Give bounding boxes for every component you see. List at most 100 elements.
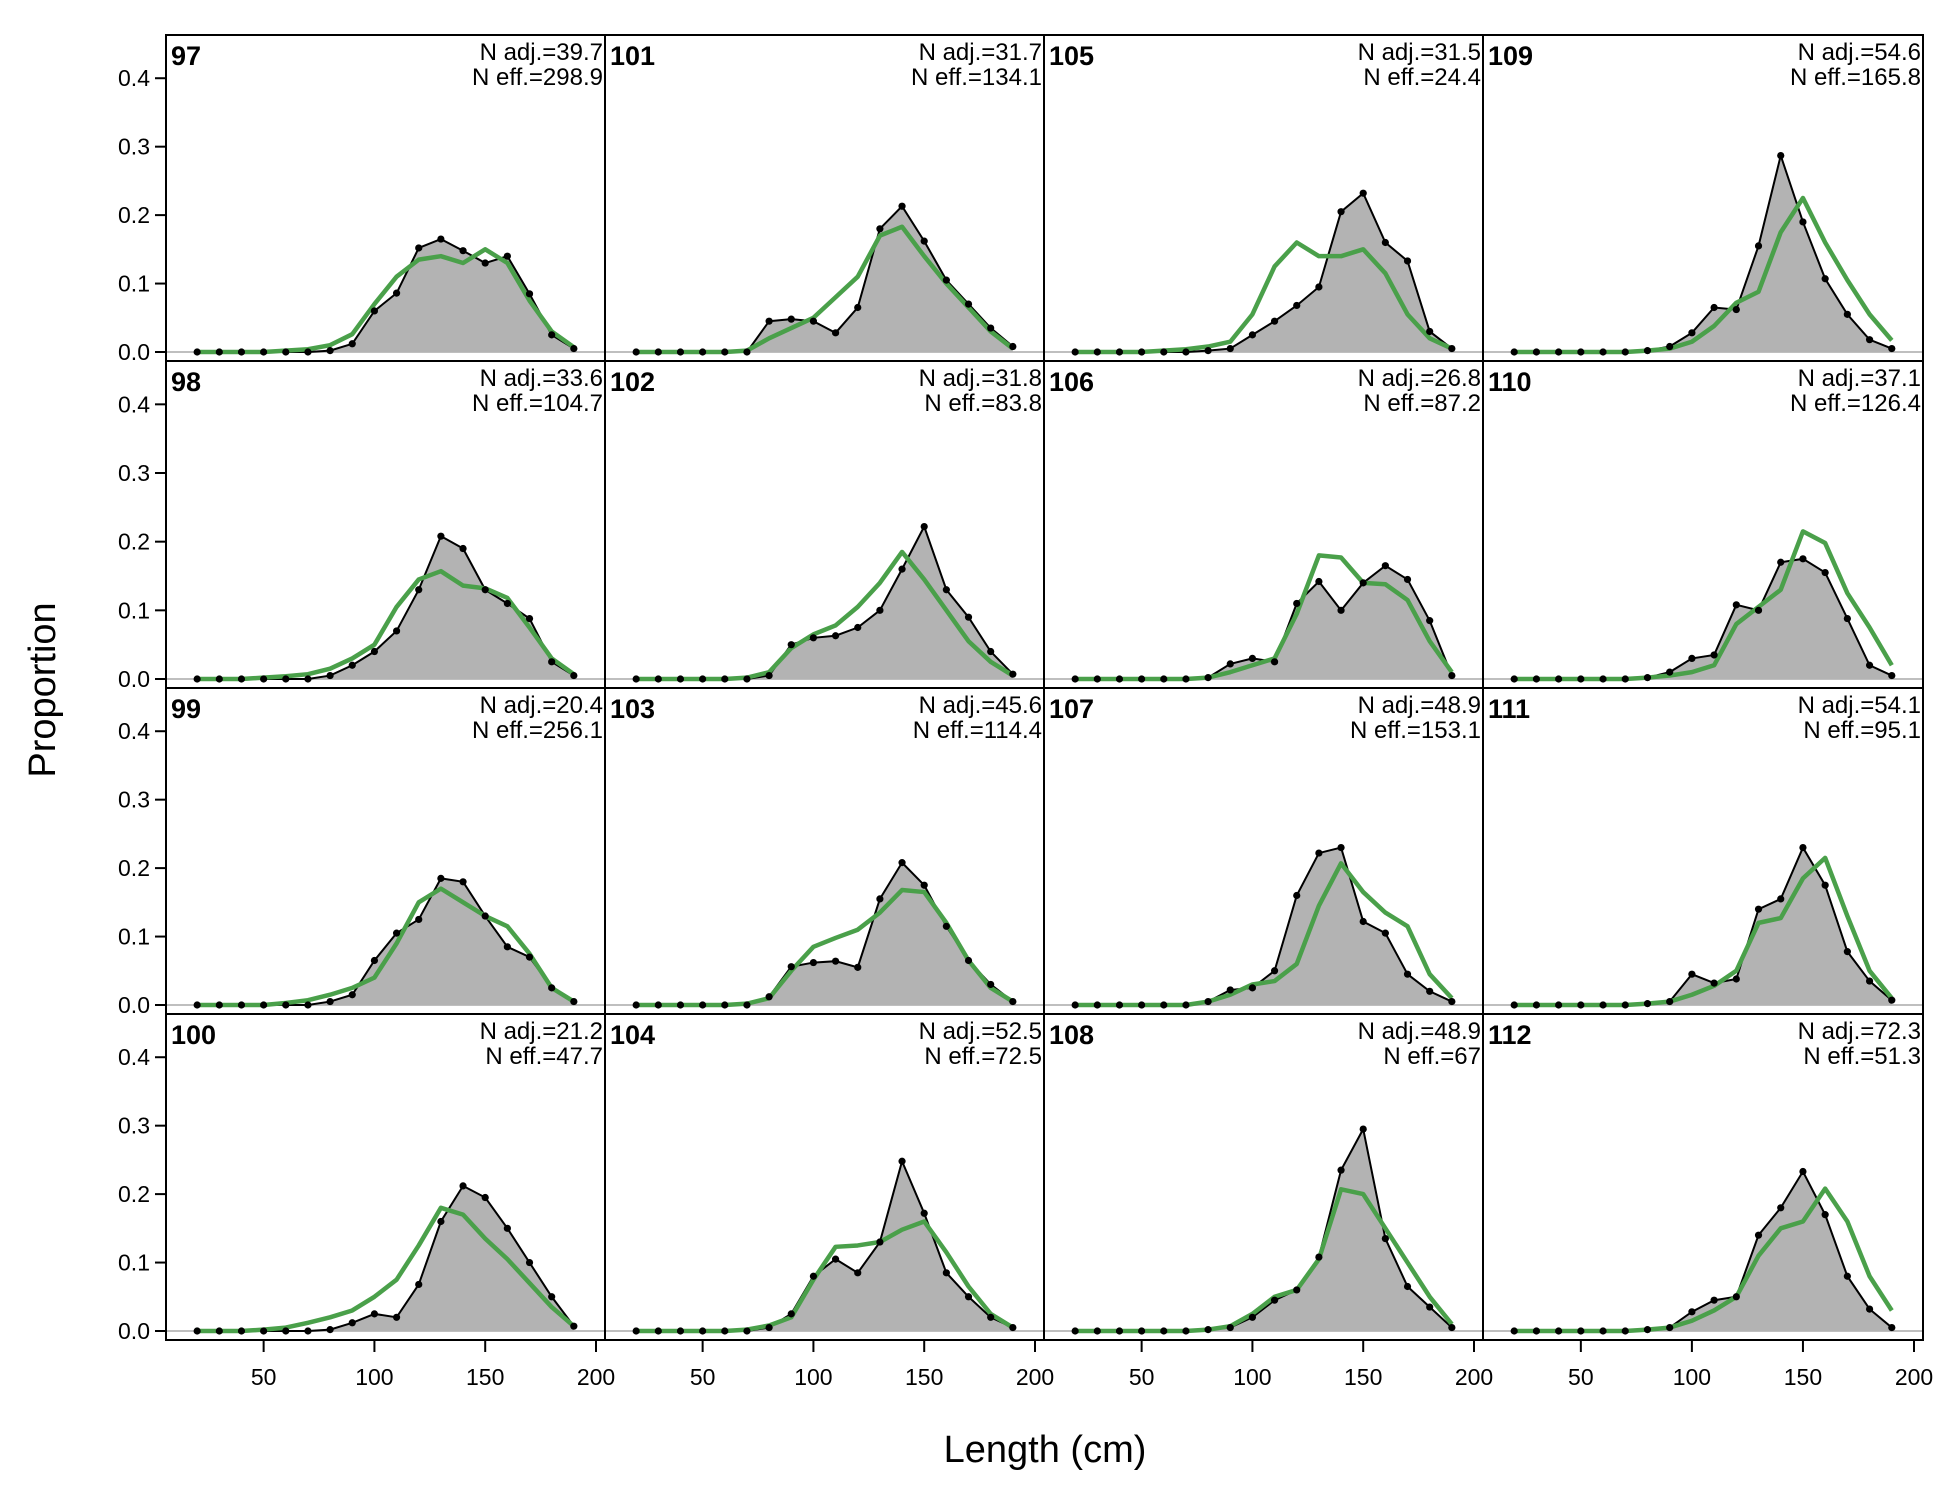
n-adj-label: N adj.=26.8	[1358, 365, 1481, 392]
observed-point	[809, 1272, 818, 1280]
observed-point	[854, 963, 862, 971]
expected-line	[197, 568, 576, 682]
n-adj-label: N adj.=72.3	[1798, 1018, 1921, 1045]
observed-point	[1270, 658, 1279, 666]
observed-point	[503, 943, 511, 951]
n-eff-label: N eff.=165.8	[1790, 64, 1921, 91]
n-eff-label: N eff.=24.4	[1363, 64, 1481, 91]
observed-point	[1115, 1001, 1124, 1009]
observed-point	[503, 1224, 511, 1232]
observed-point	[831, 957, 840, 965]
n-adj-label: N adj.=48.9	[1358, 1018, 1481, 1045]
x-tick-label: 150	[1784, 1364, 1822, 1390]
expected-line	[1514, 529, 1894, 682]
observed-point	[876, 1238, 884, 1246]
observed-point	[1732, 1293, 1740, 1301]
x-tick-label: 100	[1673, 1364, 1711, 1390]
observed-point	[1093, 1327, 1101, 1335]
x-tick-label: 150	[466, 1364, 504, 1390]
observed-point	[1138, 348, 1146, 356]
observed-point	[392, 1313, 401, 1321]
observed-point	[481, 912, 489, 920]
x-tick-label: 100	[355, 1364, 393, 1390]
panel-label: 101	[610, 41, 655, 71]
observed-point	[1821, 568, 1829, 577]
panel-111: 111 N adj.=54.1N eff.=95.1	[1482, 687, 1924, 1015]
observed-point	[1315, 1253, 1323, 1261]
observed-point	[1843, 310, 1851, 318]
observed-point	[743, 675, 751, 683]
observed-point	[1009, 342, 1017, 351]
panel-97: 97 N adj.=39.7N eff.=298.9	[165, 34, 606, 362]
observed-area	[1075, 1129, 1452, 1331]
x-tick-label: 50	[251, 1364, 277, 1390]
observed-point	[282, 1001, 290, 1009]
observed-point	[1732, 305, 1740, 314]
panel-108: 108 N adj.=48.9N eff.=67	[1043, 1013, 1484, 1341]
observed-point	[215, 348, 223, 356]
panel-label: 111	[1488, 694, 1530, 724]
observed-point	[1226, 344, 1234, 353]
panel-label: 106	[1049, 367, 1094, 397]
observed-point	[1799, 218, 1807, 226]
observed-point	[1532, 348, 1541, 356]
expected-line	[197, 1205, 576, 1334]
n-eff-label: N eff.=134.1	[911, 64, 1042, 91]
observed-point	[1666, 342, 1674, 351]
observed-point	[1093, 1001, 1101, 1009]
observed-point	[1337, 843, 1345, 852]
panel-98: 98 N adj.=33.6N eff.=104.7	[165, 360, 606, 689]
n-eff-label: N eff.=114.4	[913, 717, 1042, 744]
observed-point	[898, 859, 906, 867]
observed-point	[632, 675, 640, 683]
x-axis-title: Length (cm)	[944, 1429, 1147, 1471]
y-tick-label: 0.4	[118, 1044, 150, 1070]
observed-point	[721, 1327, 729, 1335]
observed-point	[1888, 1323, 1896, 1332]
n-adj-label: N adj.=54.6	[1798, 39, 1921, 66]
observed-point	[721, 675, 729, 683]
observed-point	[1448, 1323, 1456, 1332]
observed-point	[1643, 1326, 1652, 1334]
observed-point	[282, 348, 290, 356]
observed-point	[699, 675, 707, 683]
observed-point	[699, 348, 707, 356]
panel-105: 105 N adj.=31.5N eff.=24.4	[1043, 34, 1484, 362]
observed-point	[1510, 1001, 1518, 1009]
observed-point	[1555, 675, 1563, 683]
observed-point	[237, 348, 246, 356]
observed-point	[193, 348, 201, 356]
observed-point	[1799, 843, 1807, 852]
observed-point	[1865, 336, 1874, 344]
observed-point	[348, 340, 356, 348]
x-axis: 50 100 150 200	[690, 1339, 1054, 1390]
expected-line	[636, 887, 1015, 1008]
panel-104: 104 N adj.=52.5N eff.=72.5	[604, 1013, 1045, 1341]
observed-point	[920, 1209, 928, 1217]
expected-line	[636, 224, 1015, 355]
observed-point	[260, 675, 268, 683]
n-eff-label: N eff.=72.5	[924, 1043, 1042, 1070]
observed-area	[197, 239, 574, 352]
observed-point	[987, 1313, 995, 1321]
observed-point	[237, 675, 246, 683]
observed-point	[1093, 675, 1101, 683]
panel-109: 109 N adj.=54.6N eff.=165.8	[1482, 34, 1924, 362]
observed-point	[765, 671, 773, 680]
observed-point	[437, 1217, 445, 1226]
observed-point	[1532, 675, 1541, 683]
observed-point	[1577, 675, 1585, 683]
observed-point	[503, 252, 511, 260]
observed-point	[525, 290, 534, 298]
n-eff-label: N eff.=87.2	[1363, 390, 1481, 417]
observed-point	[787, 963, 795, 971]
x-tick-label: 50	[1129, 1364, 1155, 1390]
observed-point	[237, 1001, 246, 1009]
y-tick-label: 0.2	[118, 855, 150, 881]
observed-point	[570, 997, 578, 1006]
observed-point	[1448, 671, 1456, 680]
observed-point	[459, 544, 467, 553]
observed-point	[1532, 1001, 1541, 1009]
observed-point	[1688, 654, 1696, 663]
observed-point	[898, 202, 906, 210]
